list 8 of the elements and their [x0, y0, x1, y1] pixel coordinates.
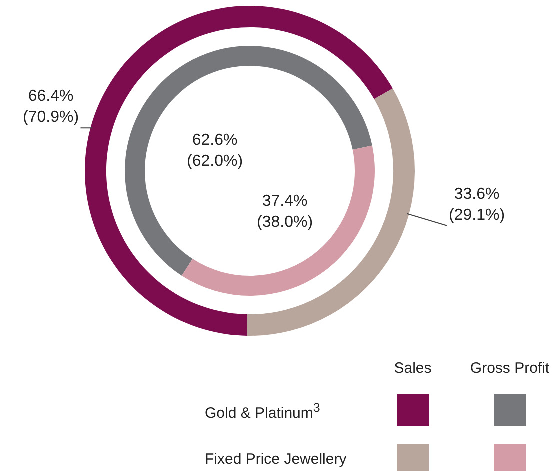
data-label: 66.4% (70.9%): [23, 88, 80, 126]
data-label: 33.6% (29.1%): [449, 186, 506, 224]
data-label: 37.4% (38.0%): [257, 193, 314, 231]
slice-label: Sales: [394, 360, 432, 377]
slice-label: Gross Profit: [470, 360, 550, 377]
slice-label: Gold & Platinum$^{3}$: [205, 401, 320, 422]
slice-label: Fixed Price Jewellery: [205, 451, 347, 468]
data-label: 62.6% (62.0%): [187, 132, 244, 170]
